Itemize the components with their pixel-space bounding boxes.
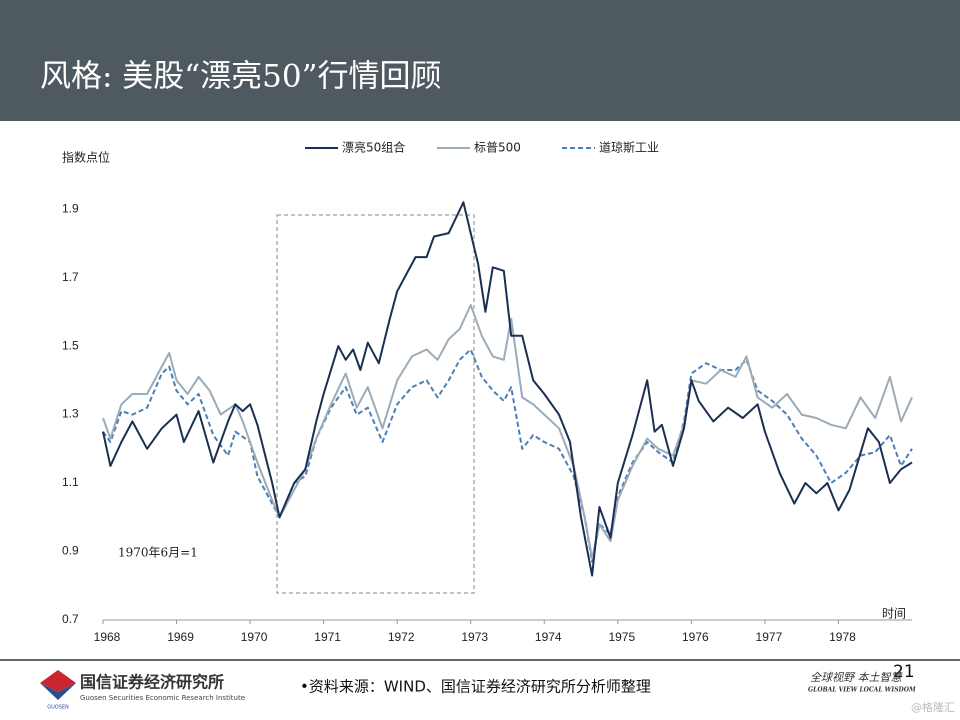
y-tick-label: 1.1 — [62, 475, 79, 489]
y-tick-label: 0.9 — [62, 544, 79, 558]
x-tick-label: 1973 — [461, 630, 488, 644]
logo-english: Guosen Securities Economic Research Inst… — [80, 694, 245, 702]
slogan-english: GLOBAL VIEW LOCAL WISDOM — [808, 687, 916, 694]
logo-icon — [40, 683, 76, 700]
logo-mark: GUOSEN — [47, 705, 69, 711]
x-tick-label: 1978 — [829, 630, 856, 644]
highlight-box — [276, 214, 475, 594]
slogan: 全球视野 本土智慧 — [810, 671, 903, 684]
y-axis-label: 指数点位 — [62, 150, 110, 165]
y-tick-label: 1.3 — [62, 407, 79, 421]
series-line — [102, 201, 913, 577]
legend-label: 标普500 — [474, 141, 521, 155]
y-tick-label: 1.7 — [62, 270, 79, 284]
x-tick-label: 1976 — [682, 630, 709, 644]
x-tick-label: 1977 — [756, 630, 783, 644]
x-tick-label: 1974 — [535, 630, 562, 644]
x-tick-label: 1969 — [167, 630, 194, 644]
y-tick-label: 0.7 — [62, 612, 79, 626]
watermark: @格隆汇 — [911, 700, 955, 714]
logo-icon — [40, 670, 76, 692]
legend-label: 道琼斯工业 — [599, 140, 659, 155]
x-tick-label: 1975 — [608, 630, 635, 644]
y-tick-label: 1.5 — [62, 338, 79, 352]
x-tick-label: 1968 — [94, 630, 121, 644]
header-bar — [0, 0, 960, 121]
page-number: 21 — [893, 662, 915, 682]
source-note: •资料来源：WIND、国信证券经济研究所分析师整理 — [300, 678, 651, 696]
annotation: 1970年6月=1 — [118, 546, 198, 560]
legend-label: 漂亮50组合 — [342, 140, 405, 155]
x-tick-label: 1972 — [388, 630, 415, 644]
y-tick-label: 1.9 — [62, 201, 79, 215]
x-tick-label: 1971 — [314, 630, 341, 644]
series-line — [102, 304, 913, 560]
x-axis-label: 时间 — [882, 607, 906, 621]
slide-title: 风格: 美股“漂亮50”行情回顾 — [40, 59, 441, 95]
x-tick-label: 1970 — [241, 630, 268, 644]
series-line — [102, 348, 913, 563]
logo-name: 国信证券经济研究所 — [80, 673, 224, 692]
